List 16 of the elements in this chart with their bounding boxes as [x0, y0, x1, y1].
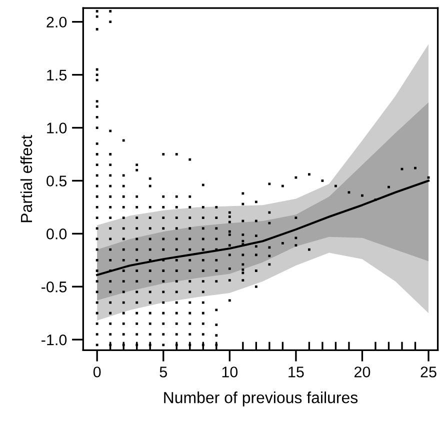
y-tick-label: 0.5	[46, 176, 67, 186]
y-tick-label: 0.0	[46, 228, 67, 240]
x-axis-title: Number of previous failures	[164, 392, 358, 406]
y-tick-label: 1.0	[47, 122, 67, 134]
line-series	[96, 180, 430, 276]
y-axis-title: Partial effect	[20, 135, 32, 222]
x-tick-label: 25	[420, 366, 436, 378]
x-tick-label: 0	[93, 366, 101, 378]
x-tick-label: 5	[160, 366, 167, 378]
y-tick-label: -1.0	[42, 334, 67, 346]
y-tick-label: 2.0	[46, 16, 67, 28]
y-tick-label: -0.5	[42, 282, 67, 292]
x-tick-label: 20	[354, 366, 370, 378]
x-tick-label: 15	[288, 366, 304, 378]
x-tick-label: 10	[222, 366, 238, 378]
y-tick-label: 1.5	[47, 70, 67, 80]
